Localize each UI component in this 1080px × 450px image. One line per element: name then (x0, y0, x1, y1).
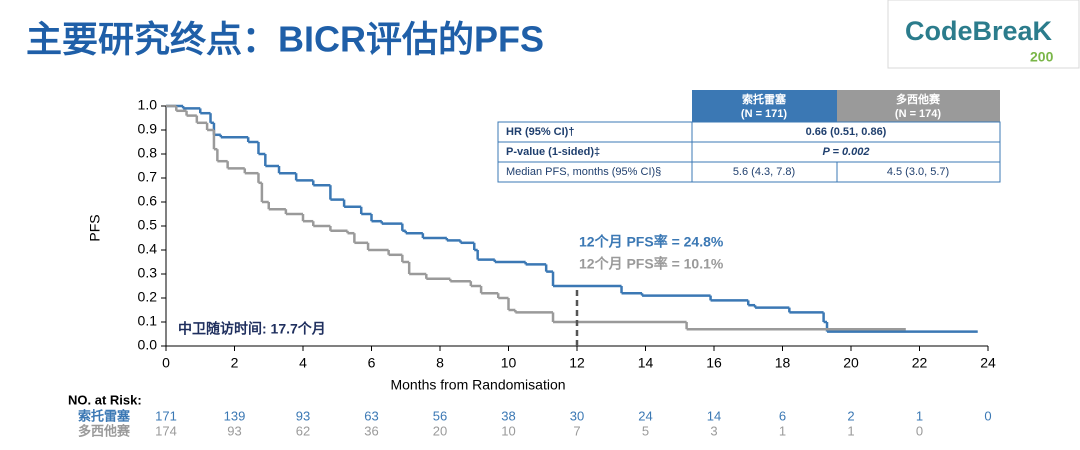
header-name: 多西他赛 (896, 92, 941, 106)
at-risk-value: 0 (916, 423, 923, 438)
at-risk-value: 2 (847, 408, 854, 423)
row-label: Median PFS, months (95% CI)§ (506, 166, 661, 178)
header-n: (N = 174) (895, 108, 941, 120)
at-risk-value: 0 (984, 408, 991, 423)
x-tick-label: 20 (843, 355, 859, 371)
x-tick-label: 2 (231, 355, 239, 371)
y-tick-label: 0.4 (138, 241, 158, 257)
table-body (497, 121, 1001, 183)
at-risk-value: 62 (296, 423, 310, 438)
at-risk-value: 6 (779, 408, 786, 423)
row-label: P-value (1-sided)‡ (506, 146, 600, 158)
annotation: 中卫随访时间: 17.7个月 (178, 321, 326, 337)
at-risk-value: 1 (916, 408, 923, 423)
row-label: HR (95% CI)† (506, 126, 574, 138)
at-risk-value: 10 (501, 423, 515, 438)
x-tick-label: 16 (706, 355, 722, 371)
x-axis-label: Months from Randomisation (390, 377, 565, 393)
annotation: 12个月 PFS率 = 24.8% (579, 234, 724, 250)
at-risk-value: 38 (501, 408, 515, 423)
at-risk-value: 1 (847, 423, 854, 438)
x-tick-label: 10 (501, 355, 517, 371)
x-tick-label: 6 (368, 355, 376, 371)
logo-box (887, 0, 1080, 69)
at-risk-name: 索托雷塞 (78, 408, 131, 423)
header-name: 索托雷塞 (742, 92, 787, 106)
y-tick-label: 1.0 (138, 97, 158, 113)
at-risk-value: 171 (155, 408, 177, 423)
at-risk-value: 14 (707, 408, 721, 423)
cell: 5.6 (4.3, 7.8) (733, 166, 795, 178)
y-tick-label: 0.7 (138, 169, 158, 185)
y-tick-label: 0.0 (138, 337, 158, 353)
x-tick-label: 12 (569, 355, 585, 371)
logo-text: CodeBreaK (905, 16, 1053, 46)
x-tick-label: 4 (299, 355, 307, 371)
header-n: (N = 171) (741, 108, 787, 120)
at-risk-value: 1 (779, 423, 786, 438)
at-risk-value: 7 (573, 423, 580, 438)
cell: P = 0.002 (823, 146, 870, 158)
at-risk-label: NO. at Risk: (68, 392, 142, 407)
at-risk-value: 174 (155, 423, 177, 438)
x-tick-label: 24 (980, 355, 996, 371)
at-risk-value: 93 (296, 408, 310, 423)
at-risk-value: 63 (364, 408, 378, 423)
y-tick-label: 0.5 (138, 217, 158, 233)
at-risk-value: 24 (638, 408, 652, 423)
at-risk-value: 20 (433, 423, 447, 438)
header-cell (692, 90, 837, 122)
at-risk-value: 30 (570, 408, 584, 423)
y-tick-label: 0.2 (138, 289, 158, 305)
slide-title: 主要研究终点：BICR评估的PFS (26, 19, 544, 60)
at-risk-value: 139 (224, 408, 246, 423)
x-tick-label: 8 (436, 355, 444, 371)
header-cell (837, 90, 1000, 122)
y-tick-label: 0.8 (138, 145, 158, 161)
x-tick-label: 0 (162, 355, 170, 371)
x-tick-label: 14 (638, 355, 654, 371)
x-tick-label: 22 (912, 355, 928, 371)
y-axis-label: PFS (87, 214, 103, 241)
at-risk-value: 93 (227, 423, 241, 438)
at-risk-value: 36 (364, 423, 378, 438)
at-risk-name: 多西他赛 (78, 423, 131, 438)
x-tick-label: 18 (775, 355, 791, 371)
at-risk-value: 56 (433, 408, 447, 423)
y-tick-label: 0.3 (138, 265, 158, 281)
cell: 4.5 (3.0, 5.7) (887, 166, 949, 178)
cell: 0.66 (0.51, 0.86) (806, 126, 887, 138)
at-risk-value: 5 (642, 423, 649, 438)
summary-table: 索托雷塞 (N = 171) 多西他赛 (N = 174) HR (95% CI… (497, 90, 1001, 183)
y-tick-label: 0.9 (138, 121, 158, 137)
annotation: 12个月 PFS率 = 10.1% (579, 256, 724, 272)
y-tick-label: 0.1 (138, 313, 158, 329)
at-risk-value: 3 (710, 423, 717, 438)
y-tick-label: 0.6 (138, 193, 158, 209)
logo-sub: 200 (1030, 49, 1054, 65)
